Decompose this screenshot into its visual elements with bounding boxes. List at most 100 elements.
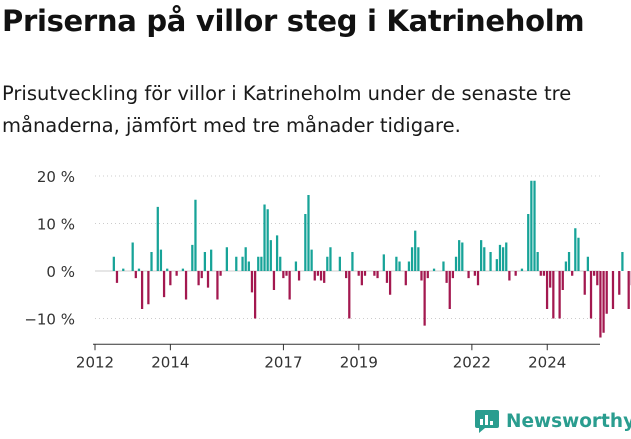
bar — [279, 256, 282, 271]
bar — [275, 235, 279, 272]
bar — [611, 271, 615, 309]
bar — [181, 268, 185, 272]
bar — [166, 268, 169, 272]
bar — [561, 271, 564, 290]
bar — [454, 256, 458, 271]
bar — [288, 271, 291, 300]
x-tick-label: 2022 — [453, 353, 491, 371]
bar — [574, 228, 577, 271]
bar — [115, 271, 119, 283]
bar — [345, 271, 348, 279]
bar — [473, 271, 476, 276]
bar — [489, 252, 492, 271]
bar — [498, 244, 502, 272]
bar — [319, 271, 323, 281]
bar — [536, 252, 539, 271]
bar — [263, 204, 266, 271]
newsworthy-logo: Newsworthy — [474, 408, 631, 434]
bar — [602, 271, 605, 333]
bar — [313, 271, 316, 281]
bar — [112, 256, 115, 271]
bar — [577, 237, 580, 271]
bar — [589, 271, 593, 319]
bar — [376, 271, 379, 279]
bar — [373, 271, 376, 276]
grid-lines — [95, 175, 600, 319]
bar — [451, 271, 455, 279]
bar — [564, 261, 568, 271]
bar — [351, 252, 354, 271]
x-tick-label: 2014 — [151, 353, 189, 371]
bar — [326, 256, 329, 271]
bar — [423, 271, 426, 326]
bar — [294, 261, 298, 271]
bar — [414, 230, 417, 272]
bar — [533, 180, 536, 271]
bar — [520, 268, 524, 272]
bar — [282, 271, 285, 279]
bar — [310, 249, 313, 272]
bar — [420, 271, 423, 281]
bar — [304, 214, 307, 271]
bar — [407, 261, 411, 271]
bar — [260, 256, 263, 271]
brand-name: Newsworthy — [506, 410, 631, 432]
newsworthy-logo-icon — [475, 410, 499, 433]
bar — [480, 240, 483, 272]
bar — [448, 271, 451, 309]
chart-subtitle: Prisutveckling för villor i Katrineholm … — [2, 82, 572, 137]
bar — [131, 242, 134, 271]
bar — [122, 268, 125, 272]
bars — [112, 180, 631, 338]
bar — [203, 252, 207, 271]
bar — [210, 249, 213, 272]
bar — [583, 271, 586, 295]
bar — [269, 240, 272, 272]
bar — [432, 268, 436, 272]
bar — [410, 247, 414, 271]
bar — [360, 271, 363, 286]
bar — [175, 271, 178, 276]
bar — [599, 271, 602, 338]
bar — [191, 244, 194, 272]
bar — [417, 247, 420, 271]
chart-title: Priserna på villor steg i Katrineholm — [2, 4, 585, 38]
y-tick-label: 0 % — [46, 263, 75, 281]
bar — [467, 271, 470, 279]
bar — [316, 271, 320, 276]
bar — [508, 271, 511, 281]
bar — [514, 271, 517, 276]
bar — [596, 271, 599, 286]
bar — [338, 256, 341, 271]
bar — [184, 271, 188, 300]
bar — [307, 195, 310, 271]
bar — [618, 271, 621, 295]
bar — [247, 261, 250, 271]
bar — [285, 271, 288, 276]
bar — [235, 256, 238, 271]
bar — [552, 271, 555, 319]
bar — [156, 206, 159, 272]
bar — [398, 261, 401, 271]
bar — [476, 271, 480, 286]
bar — [567, 252, 571, 271]
bar — [445, 271, 448, 283]
x-tick-label: 2017 — [264, 353, 302, 371]
bar — [348, 271, 351, 319]
bar — [250, 271, 254, 293]
bar — [426, 271, 429, 279]
bar — [329, 247, 332, 271]
bar — [571, 271, 574, 276]
bar — [147, 271, 150, 305]
bar — [150, 252, 153, 271]
bar — [244, 247, 247, 271]
bar — [363, 271, 367, 276]
bar — [545, 271, 549, 309]
bar — [216, 271, 219, 300]
bar — [206, 271, 210, 288]
x-tick-label: 2012 — [76, 353, 114, 371]
bar — [605, 271, 608, 314]
bar — [404, 271, 407, 286]
bar — [593, 271, 596, 276]
